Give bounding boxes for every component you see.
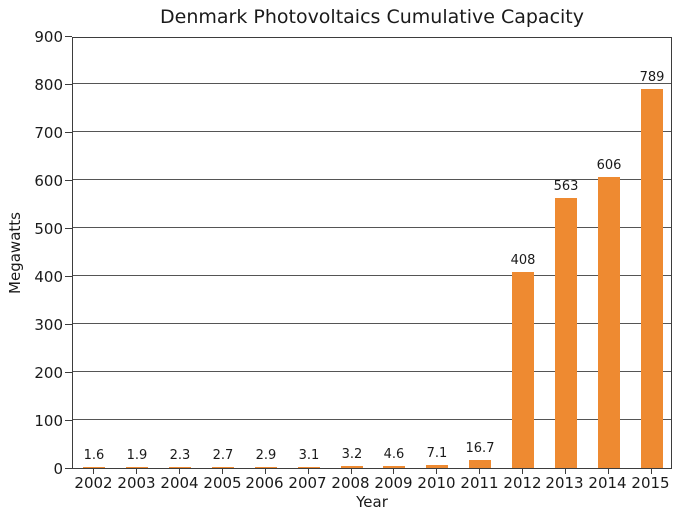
- x-tick-label-2003: 2003: [117, 474, 156, 492]
- bar-value-label-2005: 2.7: [212, 448, 234, 463]
- bar-value-label-2009: 4.6: [383, 447, 405, 462]
- x-tick-label-2009: 2009: [374, 474, 413, 492]
- bar-value-label-2012: 408: [510, 253, 536, 268]
- x-tick-mark-2003: [136, 469, 137, 474]
- y-tick-mark-0: [65, 468, 72, 469]
- gridline-700: [73, 131, 671, 132]
- y-tick-mark-100: [65, 420, 72, 421]
- y-tick-label-300: 300: [34, 316, 63, 334]
- x-tick-mark-2006: [265, 469, 266, 474]
- x-tick-mark-2015: [651, 469, 652, 474]
- bar-value-label-2010: 7.1: [426, 446, 448, 461]
- x-tick-mark-2004: [179, 469, 180, 474]
- y-tick-mark-800: [65, 84, 72, 85]
- y-tick-label-0: 0: [53, 460, 63, 478]
- x-tick-label-2010: 2010: [417, 474, 456, 492]
- gridline-500: [73, 227, 671, 228]
- x-tick-label-2006: 2006: [245, 474, 284, 492]
- y-tick-label-200: 200: [34, 364, 63, 382]
- gridline-100: [73, 419, 671, 420]
- bar-value-label-2014: 606: [596, 158, 622, 173]
- x-tick-label-2005: 2005: [203, 474, 242, 492]
- bar-2003: [126, 467, 148, 468]
- x-tick-label-2012: 2012: [503, 474, 542, 492]
- gridline-400: [73, 275, 671, 276]
- x-tick-label-2002: 2002: [74, 474, 113, 492]
- y-tick-label-700: 700: [34, 124, 63, 142]
- gridline-300: [73, 323, 671, 324]
- x-tick-label-2007: 2007: [288, 474, 327, 492]
- y-tick-label-400: 400: [34, 268, 63, 286]
- y-tick-mark-300: [65, 324, 72, 325]
- bar-value-label-2003: 1.9: [126, 448, 148, 463]
- x-tick-label-2013: 2013: [545, 474, 584, 492]
- bar-2011: [469, 460, 491, 468]
- bar-value-label-2002: 1.6: [83, 448, 105, 463]
- bar-2006: [255, 467, 277, 468]
- gridline-600: [73, 179, 671, 180]
- bar-value-label-2007: 3.1: [298, 448, 320, 463]
- bar-2004: [169, 467, 191, 468]
- bar-value-label-2006: 2.9: [255, 448, 277, 463]
- bar-2014: [598, 177, 620, 468]
- plot-area: 1.6 1.9 2.3 2.7 2.9 3.1 3.2 4.6 7.1 16.7 408 563 606…: [72, 37, 672, 469]
- bar-2015: [641, 89, 663, 468]
- x-tick-label-2015: 2015: [631, 474, 670, 492]
- y-tick-label-800: 800: [34, 76, 63, 94]
- x-tick-mark-2008: [351, 469, 352, 474]
- x-tick-mark-2011: [479, 469, 480, 474]
- bar-value-label-2013: 563: [553, 179, 579, 194]
- y-tick-mark-200: [65, 372, 72, 373]
- x-tick-mark-2002: [93, 469, 94, 474]
- bar-value-label-2011: 16.7: [465, 441, 495, 456]
- y-tick-mark-700: [65, 132, 72, 133]
- x-axis-label: Year: [356, 493, 388, 511]
- bar-value-label-2008: 3.2: [341, 447, 363, 462]
- bar-2013: [555, 198, 577, 468]
- chart-title: Denmark Photovoltaics Cumulative Capacit…: [160, 6, 584, 28]
- x-tick-label-2011: 2011: [460, 474, 499, 492]
- x-tick-label-2008: 2008: [331, 474, 370, 492]
- y-tick-mark-400: [65, 276, 72, 277]
- y-tick-mark-500: [65, 228, 72, 229]
- x-tick-mark-2009: [393, 469, 394, 474]
- bar-2012: [512, 272, 534, 468]
- x-tick-mark-2005: [222, 469, 223, 474]
- y-tick-label-900: 900: [34, 28, 63, 46]
- x-tick-mark-2010: [436, 469, 437, 474]
- bar-2008: [341, 466, 363, 468]
- bar-value-label-2015: 789: [639, 70, 665, 85]
- gridline-800: [73, 83, 671, 84]
- x-tick-mark-2007: [308, 469, 309, 474]
- y-tick-mark-600: [65, 180, 72, 181]
- x-tick-mark-2013: [565, 469, 566, 474]
- x-tick-label-2014: 2014: [588, 474, 627, 492]
- y-tick-label-100: 100: [34, 412, 63, 430]
- bar-2010: [426, 465, 448, 468]
- bar-value-label-2004: 2.3: [169, 448, 191, 463]
- x-tick-label-2004: 2004: [160, 474, 199, 492]
- x-tick-mark-2012: [522, 469, 523, 474]
- y-tick-mark-900: [65, 36, 72, 37]
- bar-2002: [83, 467, 105, 468]
- bar-2009: [383, 466, 405, 468]
- x-tick-mark-2014: [608, 469, 609, 474]
- gridline-200: [73, 371, 671, 372]
- bar-2005: [212, 467, 234, 468]
- y-tick-label-600: 600: [34, 172, 63, 190]
- y-tick-label-500: 500: [34, 220, 63, 238]
- bar-2007: [298, 467, 320, 468]
